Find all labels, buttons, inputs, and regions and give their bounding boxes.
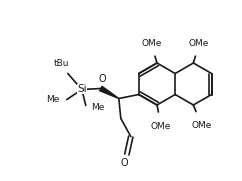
Text: O: O <box>98 75 106 85</box>
Text: OMe: OMe <box>141 39 161 48</box>
Text: OMe: OMe <box>189 39 209 48</box>
Text: Si: Si <box>77 83 87 94</box>
Text: O: O <box>120 159 128 169</box>
Text: Me: Me <box>46 95 60 104</box>
Text: OMe: OMe <box>150 122 171 131</box>
Text: tBu: tBu <box>54 60 69 68</box>
Text: Me: Me <box>91 103 104 112</box>
Polygon shape <box>100 86 119 98</box>
Text: OMe: OMe <box>191 121 212 130</box>
